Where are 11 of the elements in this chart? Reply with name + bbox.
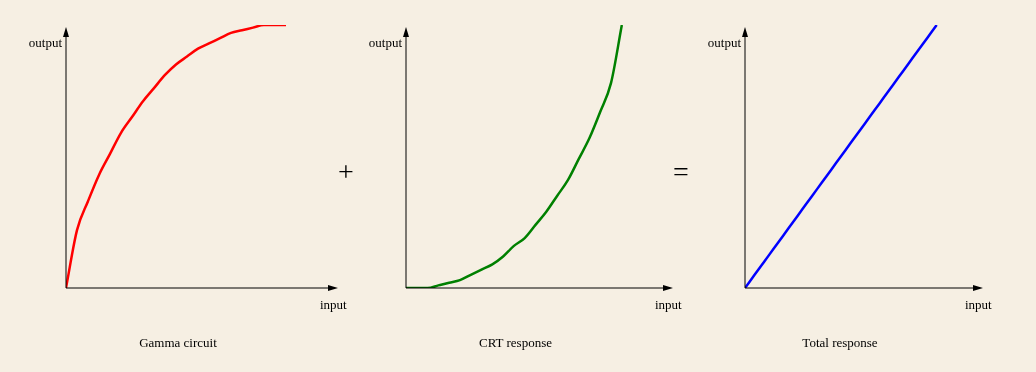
text: CRT response (478, 335, 553, 350)
y-axis-title: output (707, 35, 741, 50)
x-axis-title: input (655, 297, 682, 312)
text: = (673, 156, 689, 187)
y-axis-title: output (28, 35, 62, 50)
x-axis-title: input (965, 297, 992, 312)
text: + (338, 156, 354, 187)
text: Gamma circuit (138, 335, 218, 350)
x-axis-title: input (320, 297, 347, 312)
text: Total response (801, 335, 879, 350)
y-axis-title: output (368, 35, 402, 50)
